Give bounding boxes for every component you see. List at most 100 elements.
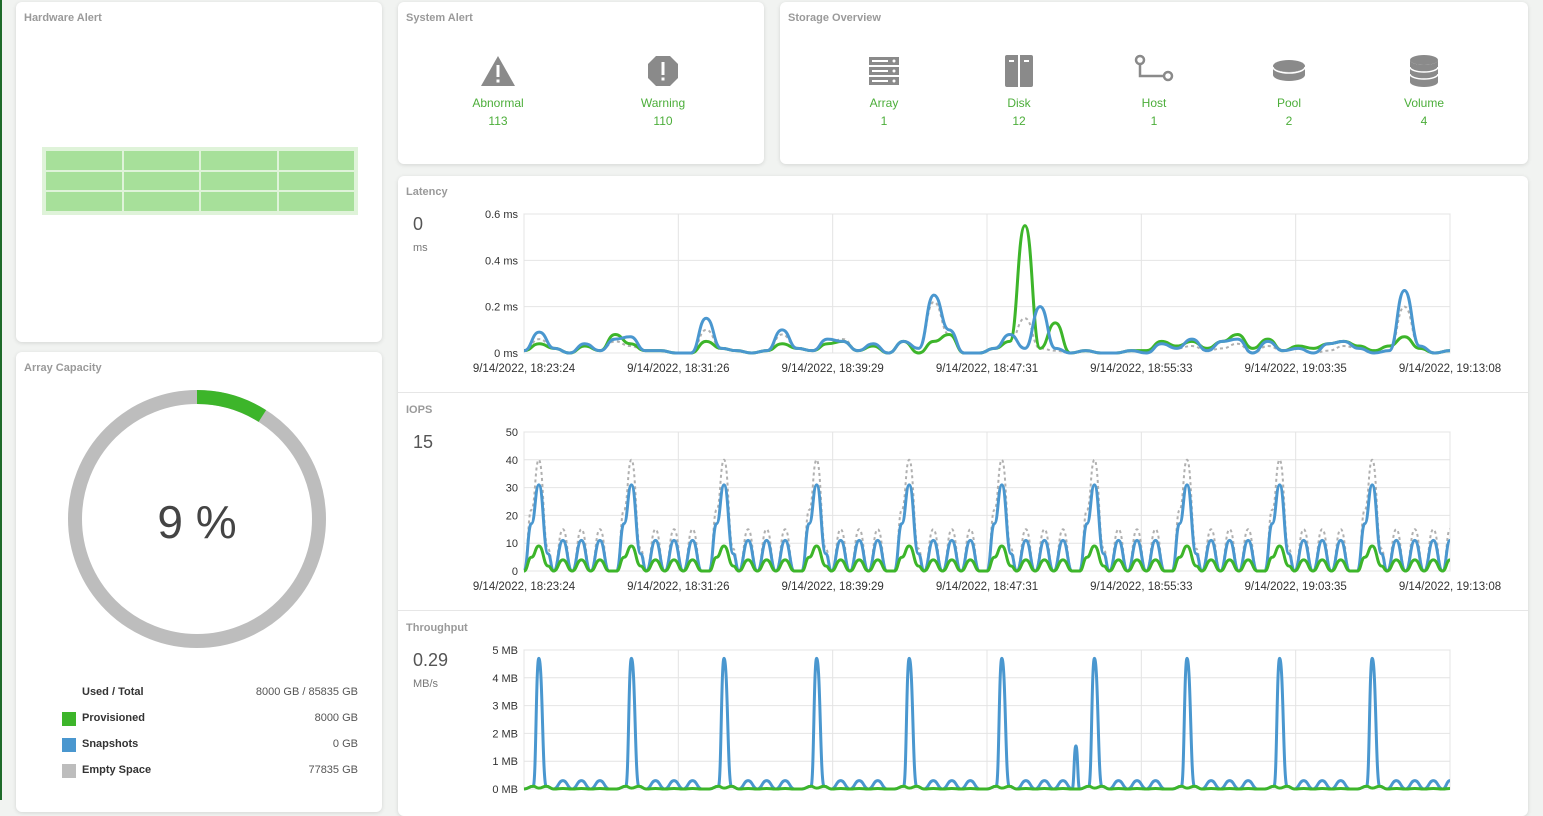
pool-label: Pool [1276, 96, 1302, 110]
host-label: Host [1141, 96, 1167, 110]
hardware-slot[interactable] [123, 151, 199, 170]
hardware-slot[interactable] [201, 171, 277, 191]
x-tick-label: 9/14/2022, 18:23:24 [473, 363, 576, 375]
throughput-current-unit: MB/s [413, 678, 439, 690]
x-tick-label: 9/14/2022, 19:13:08 [1399, 363, 1501, 375]
throughput-grid [523, 649, 1451, 790]
y-tick-label: 20 [506, 510, 518, 522]
panel-divider [398, 392, 1528, 393]
x-tick-label: 9/14/2022, 18:23:24 [473, 581, 576, 593]
throughput-series [523, 656, 1451, 791]
provisioned-swatch [62, 712, 76, 726]
storage-overview-title: Storage Overview [788, 12, 881, 24]
snapshots-label: Snapshots [82, 738, 139, 750]
hardware-slot[interactable] [201, 192, 277, 211]
y-tick-label: 0.4 ms [485, 255, 519, 267]
x-tick-label: 9/14/2022, 18:31:26 [627, 363, 729, 375]
y-tick-label: 0 ms [494, 348, 518, 360]
latency-grid [523, 213, 1451, 354]
x-tick-label: 9/14/2022, 18:47:31 [936, 581, 1038, 593]
hardware-slot[interactable] [201, 151, 277, 170]
host-stat[interactable]: Host 1 [1094, 54, 1214, 128]
iops-series [522, 458, 1452, 573]
pool-icon [1272, 60, 1306, 81]
latency-y-axis: 0.6 ms 0.4 ms 0.2 ms 0 ms [485, 209, 519, 360]
volume-count: 4 [1420, 114, 1428, 128]
abnormal-stat[interactable]: Abnormal 113 [438, 54, 558, 128]
y-tick-label: 0.2 ms [485, 302, 519, 314]
iops-line-2 [523, 544, 1451, 573]
x-tick-label: 9/14/2022, 19:03:35 [1245, 363, 1347, 375]
x-tick-label: 9/14/2022, 18:47:31 [936, 363, 1038, 375]
system-alert-title: System Alert [406, 12, 473, 24]
host-count: 1 [1150, 114, 1158, 128]
y-tick-label: 30 [506, 483, 518, 495]
storage-overview-card: Storage Overview Array 1 Disk 12 Host 1 [780, 2, 1528, 164]
legend-empty-space: Empty Space 77835 GB [62, 763, 358, 779]
hardware-slot[interactable] [123, 171, 199, 191]
disk-count: 12 [1012, 114, 1026, 128]
array-stat[interactable]: Array 1 [824, 54, 944, 128]
throughput-line-1 [523, 784, 1451, 791]
abnormal-count: 113 [488, 114, 508, 128]
hardware-alert-card: Hardware Alert [16, 2, 382, 342]
x-tick-label: 9/14/2022, 18:55:33 [1090, 581, 1192, 593]
x-tick-label: 9/14/2022, 18:39:29 [782, 581, 884, 593]
disk-stat[interactable]: Disk 12 [959, 54, 1079, 128]
x-tick-label: 9/14/2022, 18:31:26 [627, 581, 729, 593]
hardware-slot[interactable] [278, 192, 354, 211]
y-tick-label: 0.6 ms [485, 209, 519, 221]
iops-y-axis: 50 40 30 20 10 0 [506, 427, 518, 578]
y-tick-label: 2 MB [492, 728, 518, 740]
legend-snapshots: Snapshots 0 GB [62, 737, 358, 753]
performance-card [398, 176, 1528, 816]
hardware-slot[interactable] [46, 171, 122, 191]
warning-count: 110 [653, 114, 673, 128]
latency-current-value: 0 [413, 214, 424, 234]
panel-divider [398, 610, 1528, 611]
array-count: 1 [880, 114, 888, 128]
used-total-value: 8000 GB / 85835 GB [255, 686, 358, 698]
volume-stat[interactable]: Volume 4 [1364, 54, 1484, 128]
volume-stack-icon [1409, 55, 1439, 87]
x-tick-label: 9/14/2022, 18:39:29 [782, 363, 884, 375]
array-label: Array [869, 96, 899, 110]
x-tick-label: 9/14/2022, 19:03:35 [1245, 581, 1347, 593]
warning-stat[interactable]: Warning 110 [603, 54, 723, 128]
warning-label: Warning [640, 96, 686, 110]
hardware-slot[interactable] [46, 192, 122, 211]
x-tick-label: 9/14/2022, 18:55:33 [1090, 363, 1192, 375]
server-rack-icon [869, 57, 899, 85]
iops-x-axis: 9/14/2022, 18:23:24 9/14/2022, 18:31:26 9/… [473, 581, 1501, 593]
hardware-slot-grid[interactable] [42, 147, 358, 215]
latency-chart[interactable]: 0.6 ms 0.4 ms 0.2 ms 0 ms 9/14/2022, 18:23:… [398, 176, 1528, 392]
hardware-slot[interactable] [278, 151, 354, 170]
latency-title: Latency [406, 186, 448, 198]
system-alert-card: System Alert Abnormal 113 Warning 110 [398, 2, 764, 164]
hardware-alert-title: Hardware Alert [24, 12, 102, 24]
y-tick-label: 5 MB [492, 645, 518, 657]
empty-space-swatch [62, 764, 76, 778]
volume-label: Volume [1403, 96, 1445, 110]
y-tick-label: 0 [512, 566, 518, 578]
capacity-donut-chart: 9 % [68, 390, 326, 648]
pool-stat[interactable]: Pool 2 [1229, 54, 1349, 128]
hardware-slot[interactable] [123, 192, 199, 211]
y-tick-label: 4 MB [492, 673, 518, 685]
abnormal-label: Abnormal [472, 96, 524, 110]
exclamation-octagon-icon [648, 56, 678, 86]
hardware-slot[interactable] [46, 151, 122, 170]
snapshots-value: 0 GB [332, 738, 358, 750]
legend-provisioned: Provisioned 8000 GB [62, 711, 358, 727]
iops-current-value: 15 [413, 432, 434, 452]
hardware-slot[interactable] [278, 171, 354, 191]
used-total-row: Used / Total 8000 GB / 85835 GB [62, 685, 358, 701]
y-tick-label: 3 MB [492, 701, 518, 713]
array-capacity-title: Array Capacity [24, 362, 102, 374]
throughput-chart[interactable]: 5 MB 4 MB 3 MB 2 MB 1 MB 0 MB [398, 612, 1528, 800]
provisioned-arc [196, 390, 267, 422]
snapshots-swatch [62, 738, 76, 752]
throughput-title: Throughput [406, 622, 468, 634]
